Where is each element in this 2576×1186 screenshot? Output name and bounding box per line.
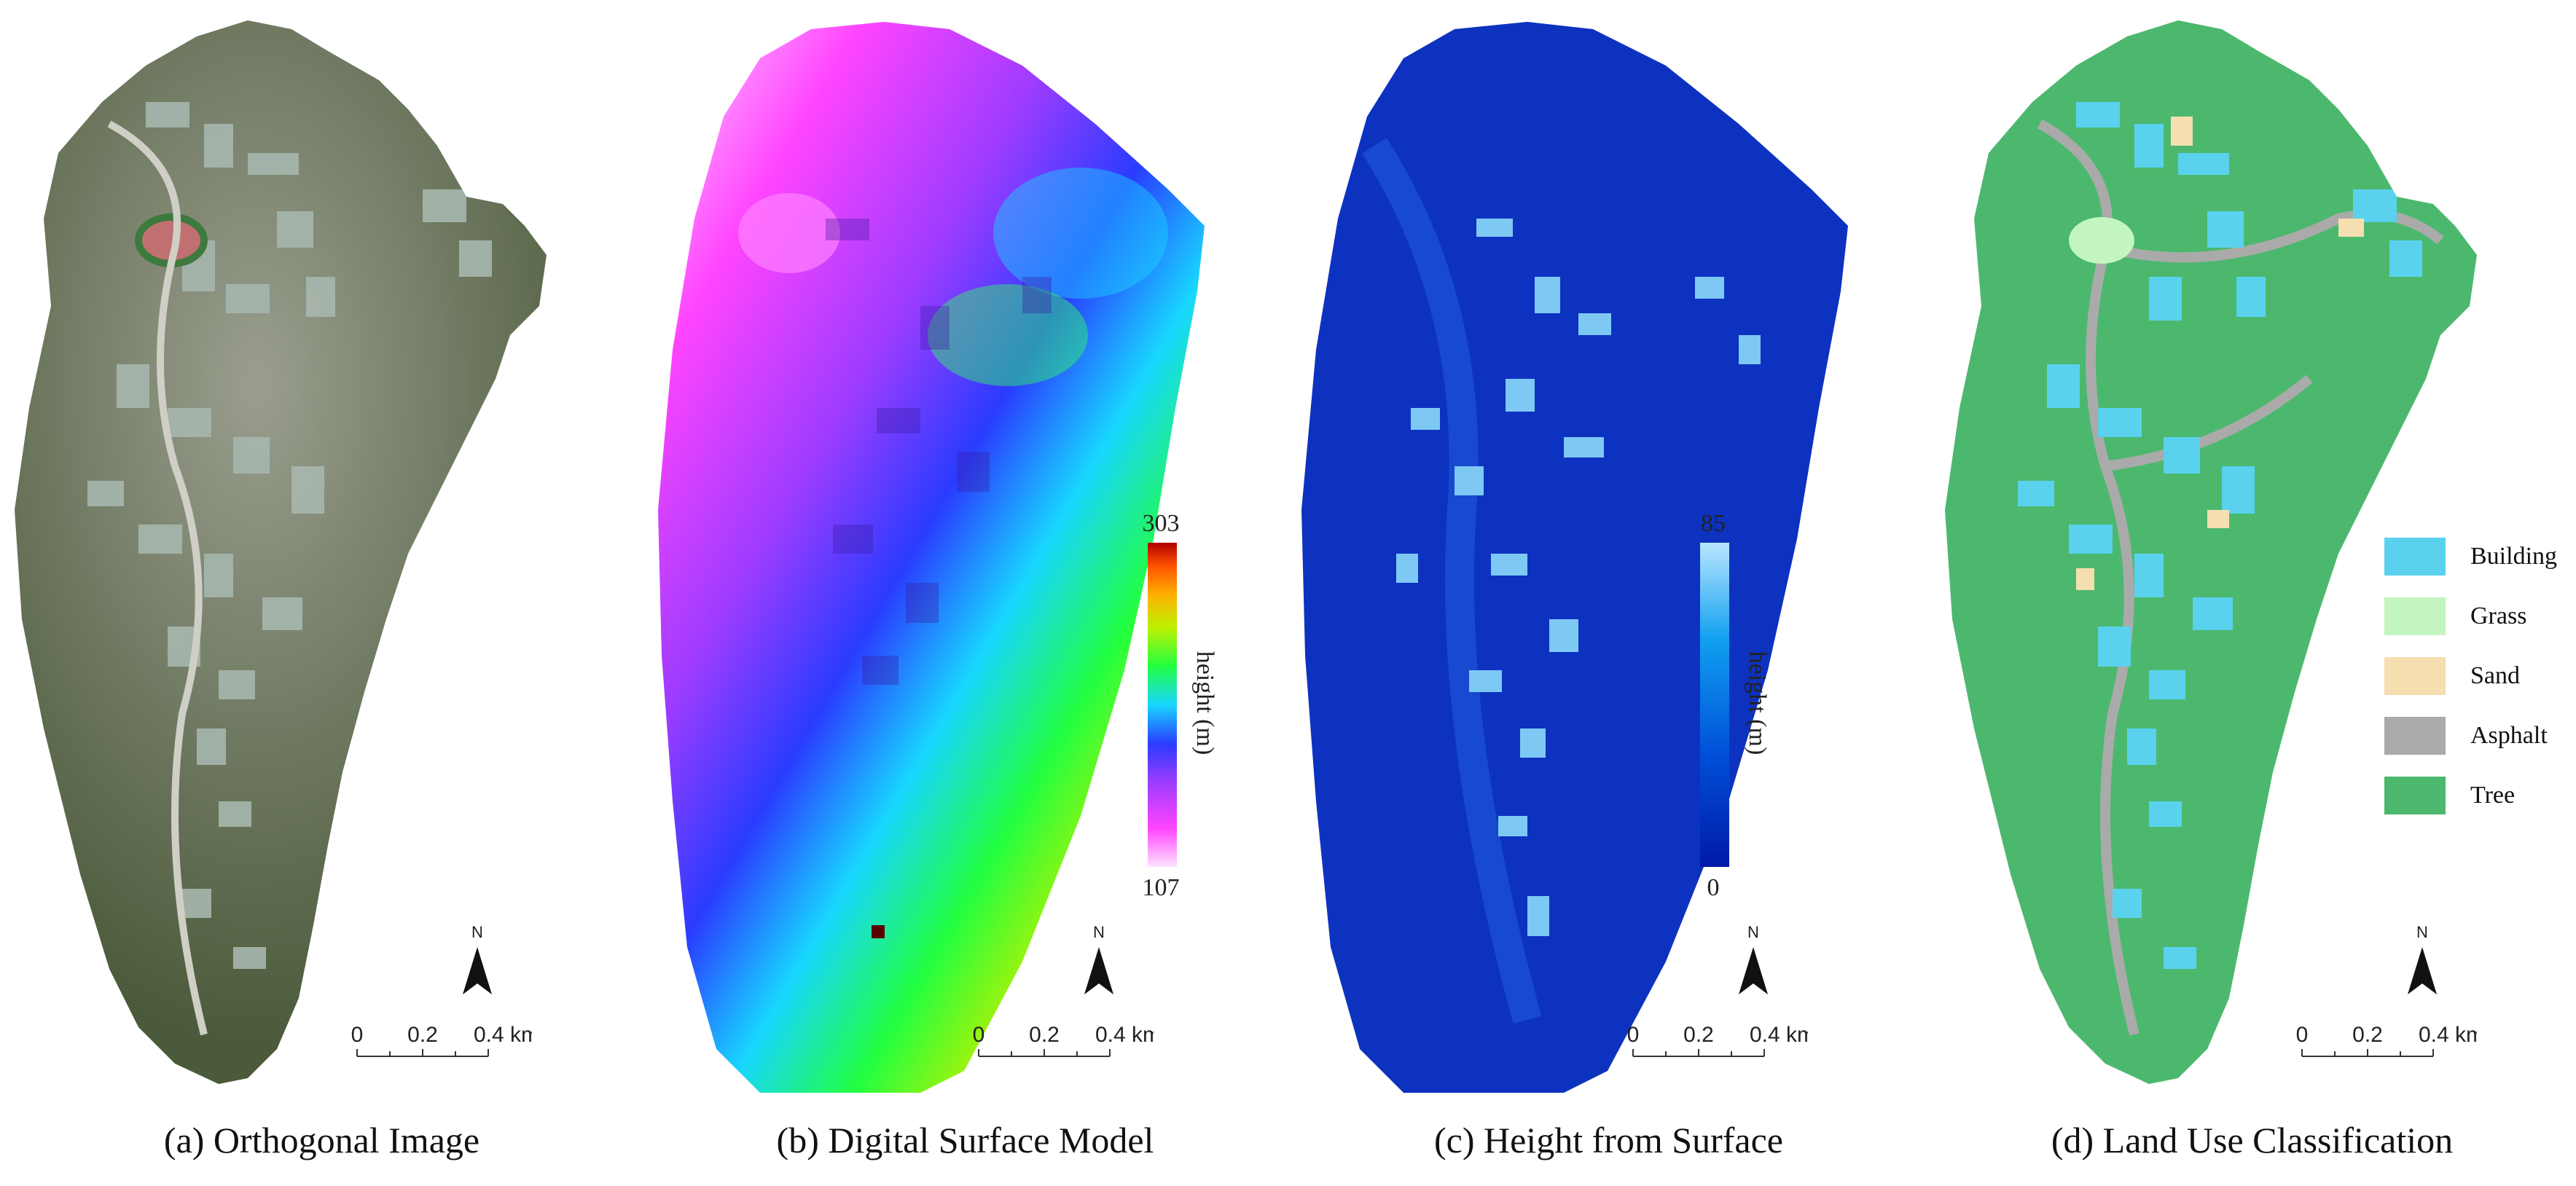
hfs-colorbar-min: 0 bbox=[1707, 874, 1720, 900]
dsm-colorbar: 303 107 height (m) bbox=[1143, 510, 1219, 900]
north-arrow-b: N bbox=[1084, 923, 1113, 994]
orthogonal-image-map bbox=[15, 20, 547, 1084]
north-label: N bbox=[1093, 923, 1105, 941]
dsm-map bbox=[658, 22, 1205, 1093]
north-arrow-icon bbox=[463, 947, 492, 994]
scale-tick-2: 0.4 km bbox=[474, 1023, 532, 1047]
scale-tick-1: 0.2 bbox=[1029, 1023, 1060, 1047]
caption-a: (a) Orthogonal Image bbox=[163, 1120, 480, 1161]
landuse-grass-field bbox=[2069, 217, 2134, 264]
dsm-colorbar-ramp bbox=[1148, 543, 1177, 867]
north-label: N bbox=[2416, 923, 2428, 941]
legend-swatch-sand bbox=[2384, 657, 2446, 695]
caption-b: (b) Digital Surface Model bbox=[776, 1120, 1154, 1161]
scale-tick-2: 0.4 km bbox=[1750, 1023, 1808, 1047]
hfs-map bbox=[1301, 22, 1848, 1093]
scale-tick-2: 0.4 km bbox=[2419, 1023, 2477, 1047]
north-arrow-a: N bbox=[463, 923, 492, 994]
legend-label-tree: Tree bbox=[2470, 782, 2516, 809]
dsm-buildings bbox=[826, 219, 1052, 685]
scale-tick-0: 0 bbox=[2296, 1023, 2309, 1047]
dsm-colorbar-label: height (m) bbox=[1191, 651, 1218, 755]
ortho-vegetation bbox=[15, 20, 547, 1084]
hfs-colorbar-label: height (m) bbox=[1744, 651, 1771, 755]
hfs-colorbar-ramp bbox=[1700, 543, 1729, 867]
legend-swatch-grass bbox=[2384, 597, 2446, 635]
scale-tick-1: 0.2 bbox=[1683, 1023, 1714, 1047]
scale-tick-2: 0.4 km bbox=[1095, 1023, 1154, 1047]
ortho-buildings bbox=[87, 102, 492, 969]
hfs-buildings bbox=[1396, 219, 1761, 936]
caption-d: (d) Land Use Classification bbox=[2051, 1120, 2454, 1161]
panel-orthogonal-image: 0 0.2 0.4 km N (a) Orthogonal Image bbox=[0, 0, 643, 1186]
legend-label-asphalt: Asphalt bbox=[2470, 722, 2548, 749]
legend-swatch-building bbox=[2384, 538, 2446, 576]
north-label: N bbox=[471, 923, 483, 941]
panel-digital-surface-model: 303 107 height (m) 0 0.2 0.4 km N (b) Di… bbox=[643, 0, 1287, 1186]
legend-label-sand: Sand bbox=[2470, 662, 2520, 689]
landuse-legend: Building Grass Sand Asphalt Tree bbox=[2384, 538, 2574, 829]
north-arrow-icon bbox=[1739, 947, 1768, 994]
legend-label-grass: Grass bbox=[2470, 602, 2527, 629]
panel-height-from-surface: 85 0 height (m) 0 0.2 0.4 km N (c) Heigh… bbox=[1287, 0, 1930, 1186]
north-arrow-d: N bbox=[2408, 923, 2437, 994]
north-arrow-c: N bbox=[1739, 923, 1768, 994]
north-arrow-icon bbox=[1084, 947, 1113, 994]
scale-tick-1: 0.2 bbox=[2352, 1023, 2383, 1047]
dsm-colorbar-max: 303 bbox=[1143, 510, 1180, 537]
dsm-colorbar-min: 107 bbox=[1143, 874, 1180, 900]
caption-c: (c) Height from Surface bbox=[1434, 1120, 1783, 1161]
legend-label-building: Building bbox=[2470, 543, 2558, 570]
landuse-buildings bbox=[2018, 102, 2422, 969]
ortho-main-road bbox=[107, 120, 208, 1036]
scale-tick-0: 0 bbox=[973, 1023, 985, 1047]
scale-bar-a: 0 0.2 0.4 km bbox=[351, 1023, 532, 1057]
scale-tick-0: 0 bbox=[351, 1023, 364, 1047]
scale-tick-0: 0 bbox=[1627, 1023, 1640, 1047]
legend-swatch-tree bbox=[2384, 777, 2446, 814]
hfs-colorbar-max: 85 bbox=[1701, 510, 1726, 537]
scale-tick-1: 0.2 bbox=[407, 1023, 438, 1047]
north-label: N bbox=[1747, 923, 1759, 941]
landuse-sand bbox=[2076, 117, 2364, 590]
panel-land-use-classification: Building Grass Sand Asphalt Tree 0 0.2 0… bbox=[1930, 0, 2574, 1186]
scale-bar-c: 0 0.2 0.4 km bbox=[1627, 1023, 1808, 1057]
legend-swatch-asphalt bbox=[2384, 717, 2446, 755]
north-arrow-icon bbox=[2408, 947, 2437, 994]
hfs-colorbar-real: 85 0 height (m) bbox=[1700, 510, 1771, 900]
scale-bar-d: 0 0.2 0.4 km bbox=[2296, 1023, 2477, 1057]
scale-bar-b: 0 0.2 0.4 km bbox=[973, 1023, 1154, 1057]
